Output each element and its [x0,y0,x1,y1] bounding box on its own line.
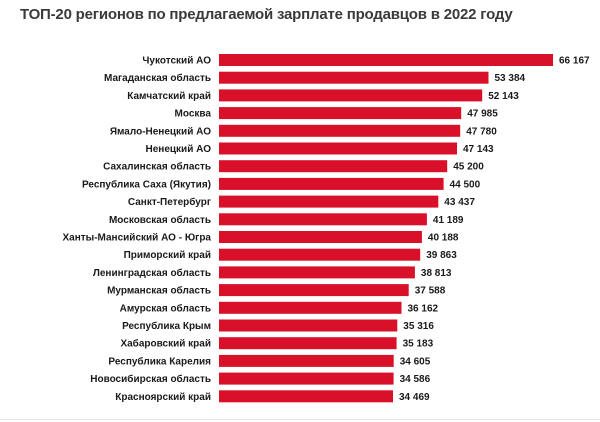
value-label: 36 162 [408,303,439,314]
bar [219,71,489,84]
category-labels-group: Чукотский АО Магаданская область Камчатски… [63,56,212,403]
bottom-divider [0,419,600,420]
bars-group [219,54,553,403]
bar [219,89,483,102]
category-label: Приморский край [124,250,211,261]
value-label: 35 183 [403,339,434,350]
category-label: Мурманская область [107,285,211,297]
category-label: Ямало-Ненецкий АО [110,126,211,137]
value-label: 34 586 [400,374,431,385]
bar [219,195,439,208]
category-label: Хабаровский край [120,338,211,350]
value-label: 40 188 [428,233,459,244]
category-label: Московская область [109,214,211,226]
bar [219,337,397,350]
category-label: Санкт-Петербург [128,196,211,208]
chart-title: ТОП-20 регионов по предлагаемой зарплате… [20,6,513,23]
value-label: 53 384 [495,73,526,84]
bar [219,319,398,332]
category-label: Амурская область [120,302,211,314]
value-label: 41 189 [433,215,464,226]
value-label: 52 143 [488,91,519,102]
category-label: Ненецкий АО [146,144,212,155]
value-label: 39 863 [426,250,457,261]
category-label: Москва [175,109,212,120]
category-label: Ленинградская область [93,267,211,279]
bar [219,301,402,314]
category-label: Сахалинская область [103,161,211,173]
bar [219,354,394,367]
category-label: Магаданская область [104,72,211,84]
bar [219,107,462,120]
category-label: Республика Карелия [108,355,211,367]
category-label: Красноярский край [115,392,211,403]
bar [219,266,415,279]
value-label: 34 469 [399,392,430,403]
bar [219,231,422,243]
value-label: 44 500 [450,179,481,190]
value-label: 66 167 [559,56,590,67]
value-label: 34 605 [400,356,431,367]
bar [219,54,553,66]
value-label: 35 316 [403,321,434,332]
bar [219,390,393,403]
value-label: 38 813 [421,268,452,279]
value-label: 45 200 [453,162,484,173]
bar [219,160,448,173]
bar [219,248,421,261]
value-label: 37 588 [415,286,446,297]
bar [219,213,427,226]
value-label: 43 437 [444,197,475,208]
bar [219,372,394,385]
category-label: Новосибирская область [90,373,211,385]
value-labels-group: 66 167 53 384 52 143 47 985 47 780 47 143 45 2… [399,56,590,403]
bar [219,284,409,297]
value-label: 47 780 [466,126,497,137]
bar [219,142,457,155]
bar [219,124,461,137]
category-label: Республика Крым [122,320,211,332]
category-label: Ханты-Мансийский АО - Югра [63,233,212,244]
category-label: Республика Саха (Якутия) [82,178,211,190]
category-label: Чукотский АО [142,56,211,67]
bar [219,177,444,190]
value-label: 47 143 [463,144,494,155]
value-label: 47 985 [467,109,498,120]
category-label: Камчатский край [127,91,211,102]
